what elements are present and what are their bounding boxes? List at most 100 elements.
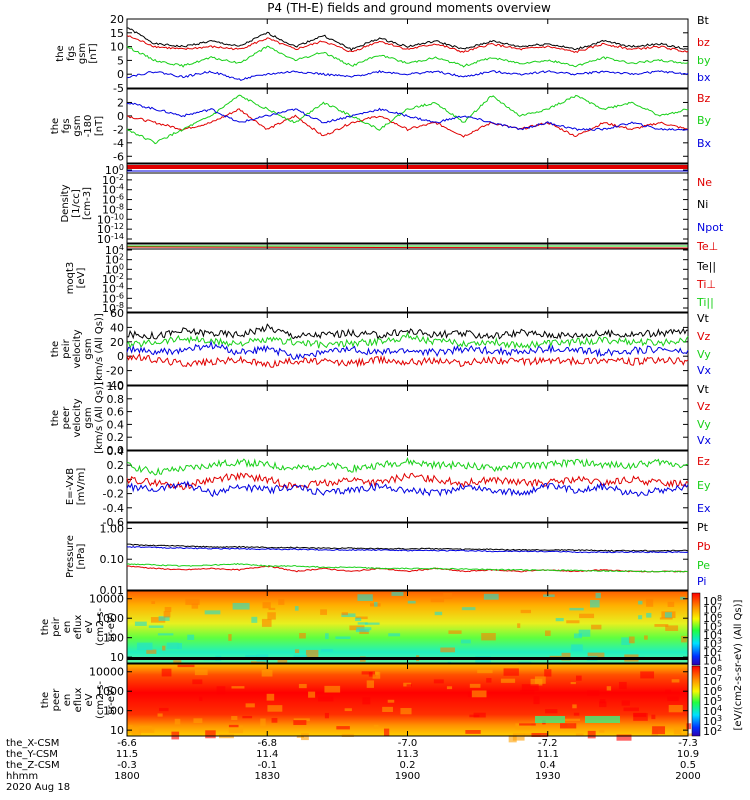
y-axis-label: the	[40, 619, 51, 635]
y-tick-label: 0.6	[107, 406, 125, 419]
y-axis-label: Pressure	[65, 535, 76, 578]
spectrogram-pixel	[161, 668, 172, 677]
spectrogram-pixel	[515, 723, 532, 730]
x-tick-label: 11.3	[396, 749, 418, 760]
y-axis-label: the	[50, 118, 61, 134]
y-axis-label: the	[40, 692, 51, 708]
spectrogram-pixel	[618, 681, 627, 690]
spectrogram-pixel	[654, 624, 669, 627]
spectrogram-pixel	[325, 633, 329, 640]
spectrogram-pixel	[519, 723, 536, 726]
spectrogram-pixel	[383, 728, 390, 737]
spectrogram-pixel	[665, 689, 672, 694]
spectrogram-pixel	[471, 690, 487, 698]
y-tick-label: 10	[110, 724, 124, 737]
spectrogram-pixel	[193, 718, 203, 724]
spectrogram-pixel	[467, 691, 476, 698]
y-axis-label: E=-VxB	[65, 468, 76, 505]
spectrogram-pixel	[477, 669, 493, 674]
spectrogram-pixel	[191, 603, 199, 609]
y-axis-label: velocity	[72, 398, 83, 437]
spectrogram-pixel	[177, 664, 195, 668]
spectrogram-pixel	[448, 630, 462, 634]
y-tick-label: -0.4	[103, 502, 124, 515]
spectrogram-pixel	[192, 679, 203, 685]
spectrogram-pixel	[664, 612, 672, 619]
spectrogram-pixel	[317, 696, 334, 702]
legend-label: Vt	[697, 383, 710, 396]
x-tick-label: 11.1	[537, 749, 559, 760]
spectrogram-pixel	[440, 647, 456, 653]
x-axis-row-label: hhmm	[6, 771, 38, 782]
series-line-Vt	[126, 323, 688, 341]
spectrogram-pixel	[483, 593, 499, 600]
y-axis-label: en	[62, 621, 73, 634]
spectrogram-pixel	[296, 735, 304, 738]
spectrogram-pixel	[573, 712, 580, 716]
y-tick-label: -6	[113, 150, 124, 163]
legend-label: bz	[697, 36, 710, 49]
y-tick-label: 0.4	[107, 445, 125, 458]
y-tick-label: -4	[113, 137, 124, 150]
spectrogram-pixel	[251, 616, 258, 623]
spectrogram-pixel	[267, 705, 283, 712]
y-tick-label: 0.01	[100, 584, 125, 597]
spectrogram-pixel	[362, 697, 371, 705]
legend-label: bx	[697, 71, 711, 84]
y-tick-label: 10-4	[102, 282, 124, 296]
y-tick-label: 0.2	[107, 459, 125, 472]
spectrogram-pixel	[621, 637, 631, 646]
y-tick-label: 0	[117, 110, 124, 123]
series-line-Vy	[126, 331, 689, 350]
series-line-Pe	[126, 562, 689, 573]
spectrogram-pixel	[150, 617, 166, 623]
spectrogram-pixel	[199, 696, 203, 701]
spectrogram-pixel	[534, 676, 546, 684]
spectrogram-pixel	[163, 611, 171, 618]
x-tick-label: -0.3	[117, 760, 137, 771]
y-tick-label: -0.6	[103, 516, 124, 529]
x-tick-label: 11.5	[116, 749, 138, 760]
spectrogram-pixel	[564, 718, 581, 721]
y-axis-label: peir	[51, 616, 62, 636]
spectrogram-pixel	[575, 733, 584, 736]
spectrogram-pixel	[298, 683, 307, 689]
spectrogram-pixel	[216, 686, 226, 695]
y-axis-label: sr-eV)	[106, 685, 117, 714]
spectrogram-pixel	[599, 701, 607, 708]
colorbar-tick-label: 102	[703, 724, 722, 738]
legend-label: Pt	[697, 521, 709, 534]
colorbar-tick-label: 107	[703, 603, 722, 617]
x-tick-label: -6.6	[117, 738, 137, 749]
spectrogram-pixel	[587, 690, 600, 696]
spectrogram-pixel	[228, 724, 239, 728]
spectrogram-pixel	[520, 689, 535, 695]
y-axis-label: gsm	[83, 407, 94, 428]
series-line-Bt	[126, 27, 689, 52]
spectrogram-pixel	[324, 712, 329, 719]
y-axis-label: [nT]	[88, 43, 99, 63]
spectrogram-pixel	[621, 700, 630, 706]
panel-frame	[126, 88, 689, 164]
x-tick-label: 0.5	[680, 760, 696, 771]
y-axis-label: [nPa]	[76, 543, 87, 569]
x-tick-label: -7.0	[398, 738, 418, 749]
legend-label: Vx	[697, 364, 712, 377]
spectrogram-pixel	[162, 645, 166, 651]
series-line-Ey	[126, 456, 689, 476]
y-tick-label: 10-8	[102, 301, 124, 315]
legend-label: Ne	[697, 176, 712, 189]
panel-frame	[126, 385, 689, 451]
spectrogram-pixel	[561, 652, 571, 661]
spectrogram-pixel	[638, 615, 643, 620]
legend-label: Ez	[697, 455, 710, 468]
series-line-By	[126, 94, 689, 145]
colorbar-tick-label: 103	[703, 714, 722, 728]
spectrogram-pixel	[473, 712, 486, 718]
spectrogram-pixel	[266, 693, 275, 701]
y-tick-label: 10000	[89, 593, 124, 606]
spectrogram-pixel	[668, 704, 683, 713]
x-tick-label: -7.3	[678, 738, 698, 749]
